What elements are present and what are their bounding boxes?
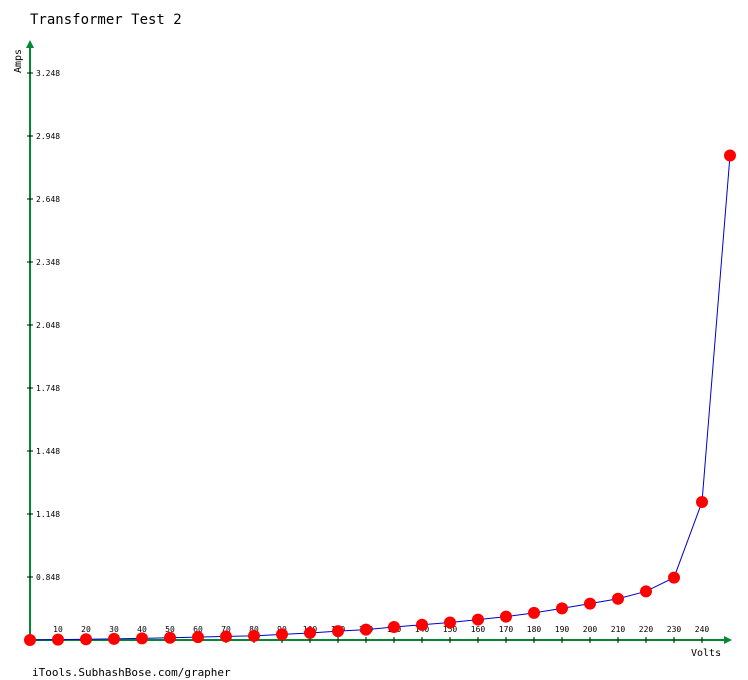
data-point (304, 626, 316, 639)
y-tick-label: 0.848 (36, 573, 60, 582)
y-tick-label: 3.248 (36, 69, 60, 78)
y-tick-label: 2.648 (36, 195, 60, 204)
data-point (500, 610, 512, 623)
data-point (220, 630, 232, 643)
y-axis-label: Amps (13, 49, 24, 73)
y-axis-arrow (26, 40, 34, 48)
series-line (29, 155, 731, 641)
y-tick-label: 1.148 (36, 510, 60, 519)
x-axis-arrow (724, 636, 732, 644)
x-tick-label: 240 (695, 625, 710, 634)
x-tick-label: 150 (443, 625, 458, 634)
x-tick-label: 160 (471, 625, 486, 634)
data-point (24, 634, 36, 646)
data-point (472, 613, 484, 626)
data-point (612, 592, 624, 605)
x-tick-label: 20 (81, 625, 91, 634)
x-tick-label: 180 (527, 625, 542, 634)
data-point (556, 602, 568, 615)
ticks: 1020304050607080901001101201301401501601… (27, 69, 709, 643)
data-point (80, 633, 92, 646)
data-point (192, 631, 204, 644)
data-point (248, 629, 260, 642)
x-tick-label: 220 (639, 625, 654, 634)
x-tick-label: 200 (583, 625, 598, 634)
footer-credit: iTools.SubhashBose.com/grapher (32, 666, 231, 679)
data-point (136, 632, 148, 645)
x-axis-label: Volts (691, 648, 721, 659)
y-tick-label: 2.348 (36, 258, 60, 267)
data-point (108, 632, 120, 645)
x-tick-label: 70 (221, 625, 231, 634)
x-tick-label: 10 (53, 625, 63, 634)
series (24, 149, 736, 646)
x-tick-label: 210 (611, 625, 626, 634)
x-tick-label: 170 (499, 625, 514, 634)
data-point (528, 606, 540, 619)
data-point (276, 628, 288, 641)
data-point (584, 597, 596, 610)
x-tick-label: 50 (165, 625, 175, 634)
data-point (668, 571, 680, 584)
data-point (52, 633, 64, 646)
data-point (332, 625, 344, 638)
data-point (640, 585, 652, 598)
x-tick-label: 40 (137, 625, 147, 634)
data-point (444, 616, 456, 629)
x-tick-label: 60 (193, 625, 203, 634)
data-point (724, 149, 736, 162)
data-point (360, 623, 372, 636)
data-point (416, 618, 428, 631)
axes (26, 40, 732, 644)
data-point (164, 631, 176, 644)
x-tick-label: 190 (555, 625, 570, 634)
y-tick-label: 2.048 (36, 321, 60, 330)
data-point (696, 496, 708, 509)
x-tick-label: 80 (249, 625, 259, 634)
x-tick-label: 30 (109, 625, 119, 634)
x-tick-label: 230 (667, 625, 682, 634)
y-tick-label: 1.748 (36, 384, 60, 393)
chart-title: Transformer Test 2 (30, 12, 182, 28)
data-point (388, 620, 400, 633)
y-tick-label: 2.948 (36, 132, 60, 141)
y-tick-label: 1.448 (36, 447, 60, 456)
